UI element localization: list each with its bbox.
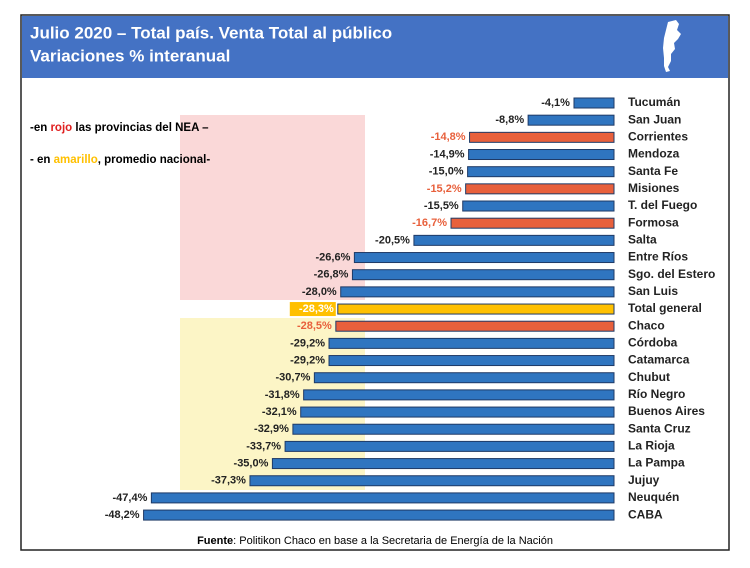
note-part: las provincias del NEA – [72, 122, 209, 134]
value-label: -14,8% [431, 131, 466, 143]
source-text: : Politikon Chaco en base a la Secretari… [233, 535, 553, 547]
bar [300, 406, 615, 418]
value-label: -16,7% [412, 217, 447, 229]
note: - en amarillo, promedio nacional- [30, 154, 210, 166]
category-label: Jujuy [628, 473, 660, 487]
bar [469, 131, 615, 143]
value-label: -20,5% [375, 234, 410, 246]
title-line: Variaciones % interanual [30, 46, 230, 65]
value-label: -37,3% [211, 475, 246, 487]
category-label: La Rioja [628, 439, 675, 453]
value-label: -47,4% [113, 492, 148, 504]
bar [465, 183, 615, 195]
bar [249, 475, 615, 487]
value-label: -28,0% [302, 286, 337, 298]
value-label-box [289, 302, 336, 317]
value-label: -26,6% [316, 251, 351, 263]
category-label: Salta [628, 233, 657, 247]
category-label: Río Negro [628, 387, 685, 401]
value-label: -15,0% [429, 166, 464, 178]
value-label: -35,0% [234, 457, 269, 469]
value-label: -15,5% [424, 200, 459, 212]
bar [150, 492, 615, 504]
bar [413, 234, 615, 246]
title-line: Julio 2020 – Total país. Venta Total al … [30, 23, 392, 42]
value-label: -26,8% [314, 269, 349, 281]
value-label: -48,2% [105, 509, 140, 521]
note-part: , promedio nacional- [98, 154, 211, 166]
category-label: Total general [628, 301, 702, 315]
category-label: Santa Cruz [628, 421, 691, 435]
category-label: Misiones [628, 181, 680, 195]
value-label: -8,8% [495, 114, 524, 126]
category-label: San Luis [628, 284, 678, 298]
value-label: -29,2% [290, 354, 325, 366]
category-label: Corrientes [628, 130, 688, 144]
note-part: - en [30, 154, 54, 166]
bar [351, 269, 615, 281]
note-part: amarillo [54, 154, 98, 166]
map-icon [663, 20, 681, 72]
frame [20, 14, 730, 551]
value-label: -4,1% [541, 97, 570, 109]
bar [328, 337, 615, 349]
value-label: -14,9% [430, 148, 465, 160]
category-label: Chubut [628, 370, 670, 384]
bar [462, 200, 615, 212]
category-label: Entre Ríos [628, 250, 688, 264]
value-label: -28,3% [299, 303, 334, 315]
bar [468, 149, 615, 161]
category-label: Córdoba [628, 336, 678, 350]
bar [143, 509, 615, 521]
bar [340, 286, 615, 298]
category-label: Mendoza [628, 147, 680, 161]
bar [353, 252, 615, 264]
value-label: -29,2% [290, 337, 325, 349]
bar [303, 389, 615, 401]
bar [284, 440, 615, 452]
category-label: Tucumán [628, 95, 680, 109]
category-label: Buenos Aires [628, 404, 705, 418]
bar [313, 372, 615, 384]
bar [467, 166, 615, 178]
value-label: -28,5% [297, 320, 332, 332]
nea-area [180, 115, 365, 300]
category-label: T. del Fuego [628, 198, 697, 212]
category-label: Santa Fe [628, 164, 678, 178]
value-label: -32,1% [262, 406, 297, 418]
value-label: -15,2% [427, 183, 462, 195]
bar [337, 303, 615, 315]
header [22, 16, 728, 78]
category-label: San Juan [628, 112, 681, 126]
category-label: Sgo. del Estero [628, 267, 715, 281]
bar [271, 458, 615, 470]
bar [335, 320, 615, 332]
note: -en rojo las provincias del NEA – [30, 122, 209, 134]
source: Fuente: Politikon Chaco en base a la Sec… [197, 535, 553, 547]
category-label: Formosa [628, 215, 679, 229]
source-label: Fuente [197, 535, 233, 547]
value-label: -32,9% [254, 423, 289, 435]
value-label: -31,8% [265, 389, 300, 401]
bar [328, 355, 615, 367]
note-part: -en [30, 122, 50, 134]
category-label: La Pampa [628, 456, 685, 470]
value-label: -33,7% [246, 440, 281, 452]
category-label: Catamarca [628, 353, 690, 367]
category-label: CABA [628, 507, 663, 521]
bar [292, 423, 615, 435]
bar [573, 97, 615, 109]
category-label: Neuquén [628, 490, 679, 504]
category-label: Chaco [628, 318, 665, 332]
note-part: rojo [50, 122, 72, 134]
value-label: -30,7% [276, 372, 311, 384]
bar [450, 217, 615, 229]
bar [527, 114, 615, 126]
